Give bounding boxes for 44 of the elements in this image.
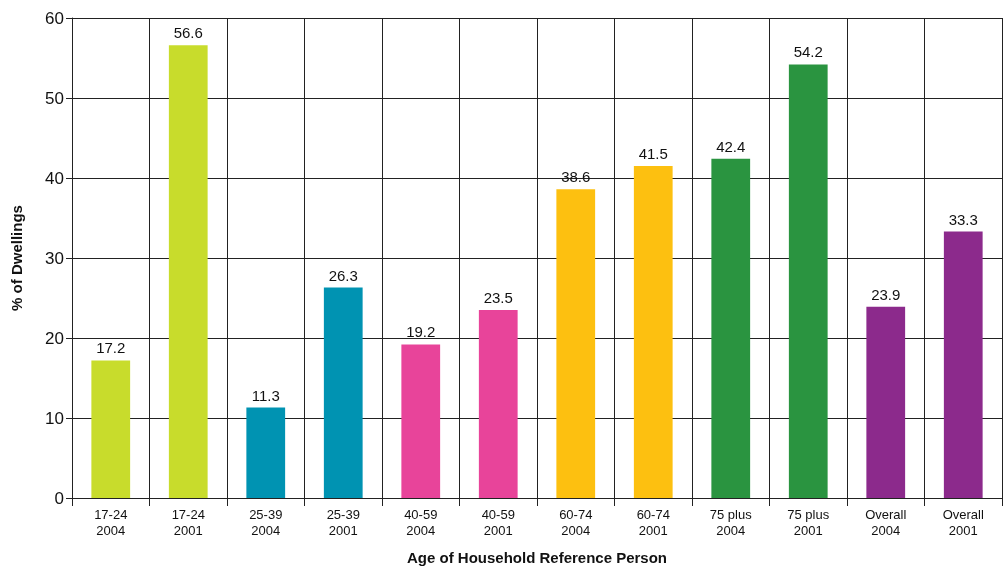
data-label: 54.2	[793, 43, 823, 61]
data-label: 23.9	[871, 285, 901, 303]
y-tick-label: 0	[54, 488, 64, 508]
x-tick-label: 25-39 2004	[249, 506, 283, 538]
y-tick-label: 30	[45, 248, 64, 268]
x-tick-label: 75 plus 2001	[787, 506, 830, 538]
bar	[556, 189, 596, 498]
bar	[91, 360, 131, 498]
data-label: 17.2	[96, 339, 126, 357]
bar	[246, 407, 286, 498]
x-tick-label: 25-39 2001	[326, 506, 360, 538]
x-tick-label: 40-59 2001	[481, 506, 515, 538]
x-tick-label: 75 plus 2004	[709, 506, 753, 538]
x-tick-label: 60-74 2001	[636, 506, 670, 538]
data-label: 33.3	[948, 210, 978, 228]
data-label: 19.2	[406, 323, 436, 341]
y-tick-label: 40	[45, 168, 64, 188]
y-tick-label: 60	[45, 8, 64, 28]
y-tick-label: 50	[45, 88, 64, 108]
bar	[866, 306, 906, 498]
x-tick-label: 40-59 2004	[404, 506, 438, 538]
y-axis-title: % of Dwellings	[8, 205, 25, 311]
bar	[478, 310, 518, 498]
data-label: 42.4	[716, 137, 746, 155]
bar	[711, 158, 751, 498]
x-tick-label: 17-24 2001	[171, 506, 205, 538]
x-tick-label: 60-74 2004	[559, 506, 593, 538]
data-label: 26.3	[328, 266, 358, 284]
x-tick-label: 17-24 2004	[94, 506, 128, 538]
bar	[323, 287, 363, 498]
bar	[168, 45, 208, 498]
x-axis-title: Age of Household Reference Person	[406, 549, 668, 566]
bar	[943, 231, 983, 498]
bar	[788, 64, 828, 498]
x-tick-label: Overall 2004	[865, 506, 907, 538]
bar	[401, 344, 441, 498]
data-label: 41.5	[638, 145, 668, 162]
x-tick-label: Overall 2001	[942, 506, 984, 538]
data-label: 23.5	[483, 289, 513, 306]
bar	[633, 166, 673, 498]
data-label: 56.6	[173, 24, 203, 42]
data-label: 11.3	[251, 386, 280, 404]
y-tick-label: 10	[45, 408, 64, 428]
y-tick-label: 20	[45, 328, 64, 348]
